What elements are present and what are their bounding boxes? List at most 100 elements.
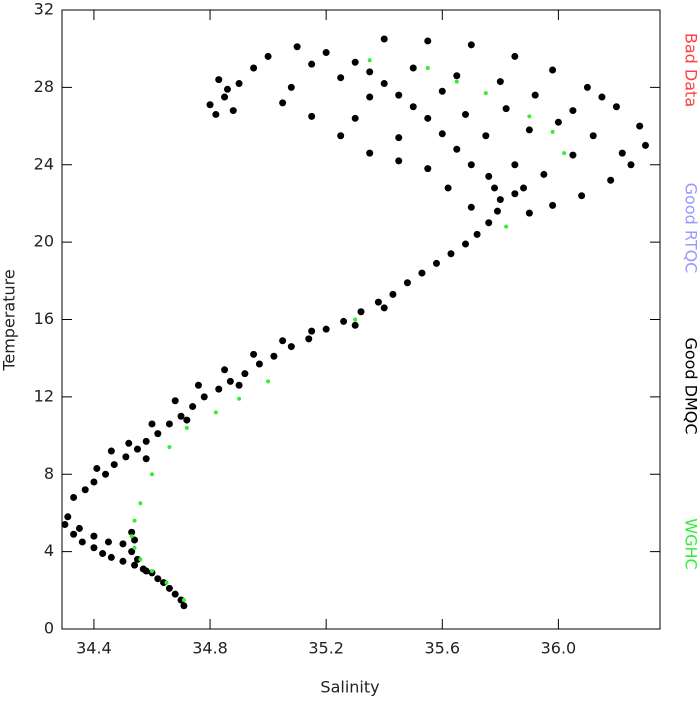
point	[607, 177, 614, 184]
point	[453, 72, 460, 79]
point	[569, 107, 576, 114]
point	[527, 114, 531, 118]
point	[474, 231, 481, 238]
point	[183, 417, 190, 424]
point	[433, 260, 440, 267]
point	[294, 43, 301, 50]
point	[76, 525, 83, 532]
point	[270, 353, 277, 360]
point	[551, 130, 555, 134]
point	[584, 84, 591, 91]
point	[511, 161, 518, 168]
point	[418, 270, 425, 277]
point	[532, 92, 539, 99]
point	[308, 328, 315, 335]
point	[172, 397, 179, 404]
point	[426, 66, 430, 70]
point	[133, 546, 137, 550]
point	[381, 304, 388, 311]
point	[482, 132, 489, 139]
point	[368, 58, 372, 62]
point	[182, 598, 186, 602]
point	[424, 115, 431, 122]
point	[288, 84, 295, 91]
point	[130, 534, 134, 538]
point	[504, 225, 508, 229]
point	[236, 382, 243, 389]
point	[138, 557, 142, 561]
legend-entry: Bad Data	[682, 33, 700, 107]
point	[445, 184, 452, 191]
point	[497, 196, 504, 203]
point	[395, 134, 402, 141]
point	[439, 88, 446, 95]
point	[241, 370, 248, 377]
point	[337, 132, 344, 139]
point	[526, 126, 533, 133]
y-tick-label: 0	[44, 619, 54, 638]
point	[178, 413, 185, 420]
point	[555, 119, 562, 126]
point	[189, 403, 196, 410]
point	[90, 533, 97, 540]
point	[468, 161, 475, 168]
point	[337, 74, 344, 81]
point	[70, 531, 77, 538]
point	[108, 554, 115, 561]
point	[497, 78, 504, 85]
point	[598, 94, 605, 101]
point	[215, 76, 222, 83]
point	[381, 36, 388, 43]
point	[256, 360, 263, 367]
point	[143, 438, 150, 445]
point	[215, 386, 222, 393]
point	[250, 65, 257, 72]
plot-frame	[62, 10, 660, 629]
point	[540, 171, 547, 178]
y-tick-label: 20	[34, 232, 54, 251]
point	[105, 538, 112, 545]
point	[172, 591, 179, 598]
point	[212, 111, 219, 118]
point	[352, 59, 359, 66]
point	[491, 184, 498, 191]
point	[447, 250, 454, 257]
point	[613, 103, 620, 110]
point	[410, 103, 417, 110]
point	[230, 107, 237, 114]
point	[627, 161, 634, 168]
point	[165, 581, 169, 585]
x-tick-label: 35.6	[424, 639, 460, 658]
point	[195, 382, 202, 389]
point	[207, 101, 214, 108]
y-tick-label: 4	[44, 541, 54, 560]
point	[279, 337, 286, 344]
point	[526, 210, 533, 217]
point	[70, 494, 77, 501]
point	[366, 150, 373, 157]
point	[549, 66, 556, 73]
x-axis-label: Salinity	[320, 678, 379, 697]
point	[395, 157, 402, 164]
point	[64, 513, 71, 520]
point	[266, 379, 270, 383]
point	[133, 519, 137, 523]
point	[511, 190, 518, 197]
point	[485, 173, 492, 180]
point	[93, 465, 100, 472]
point	[148, 420, 155, 427]
point	[308, 61, 315, 68]
point	[455, 80, 459, 84]
point	[352, 115, 359, 122]
point	[125, 440, 132, 447]
y-tick-label: 8	[44, 464, 54, 483]
y-tick-label: 24	[34, 154, 54, 173]
point	[305, 335, 312, 342]
point	[511, 53, 518, 60]
point	[201, 393, 208, 400]
point	[167, 445, 171, 449]
point	[237, 397, 241, 401]
point	[453, 146, 460, 153]
x-tick-label: 34.4	[76, 639, 112, 658]
y-tick-label: 32	[34, 0, 54, 19]
